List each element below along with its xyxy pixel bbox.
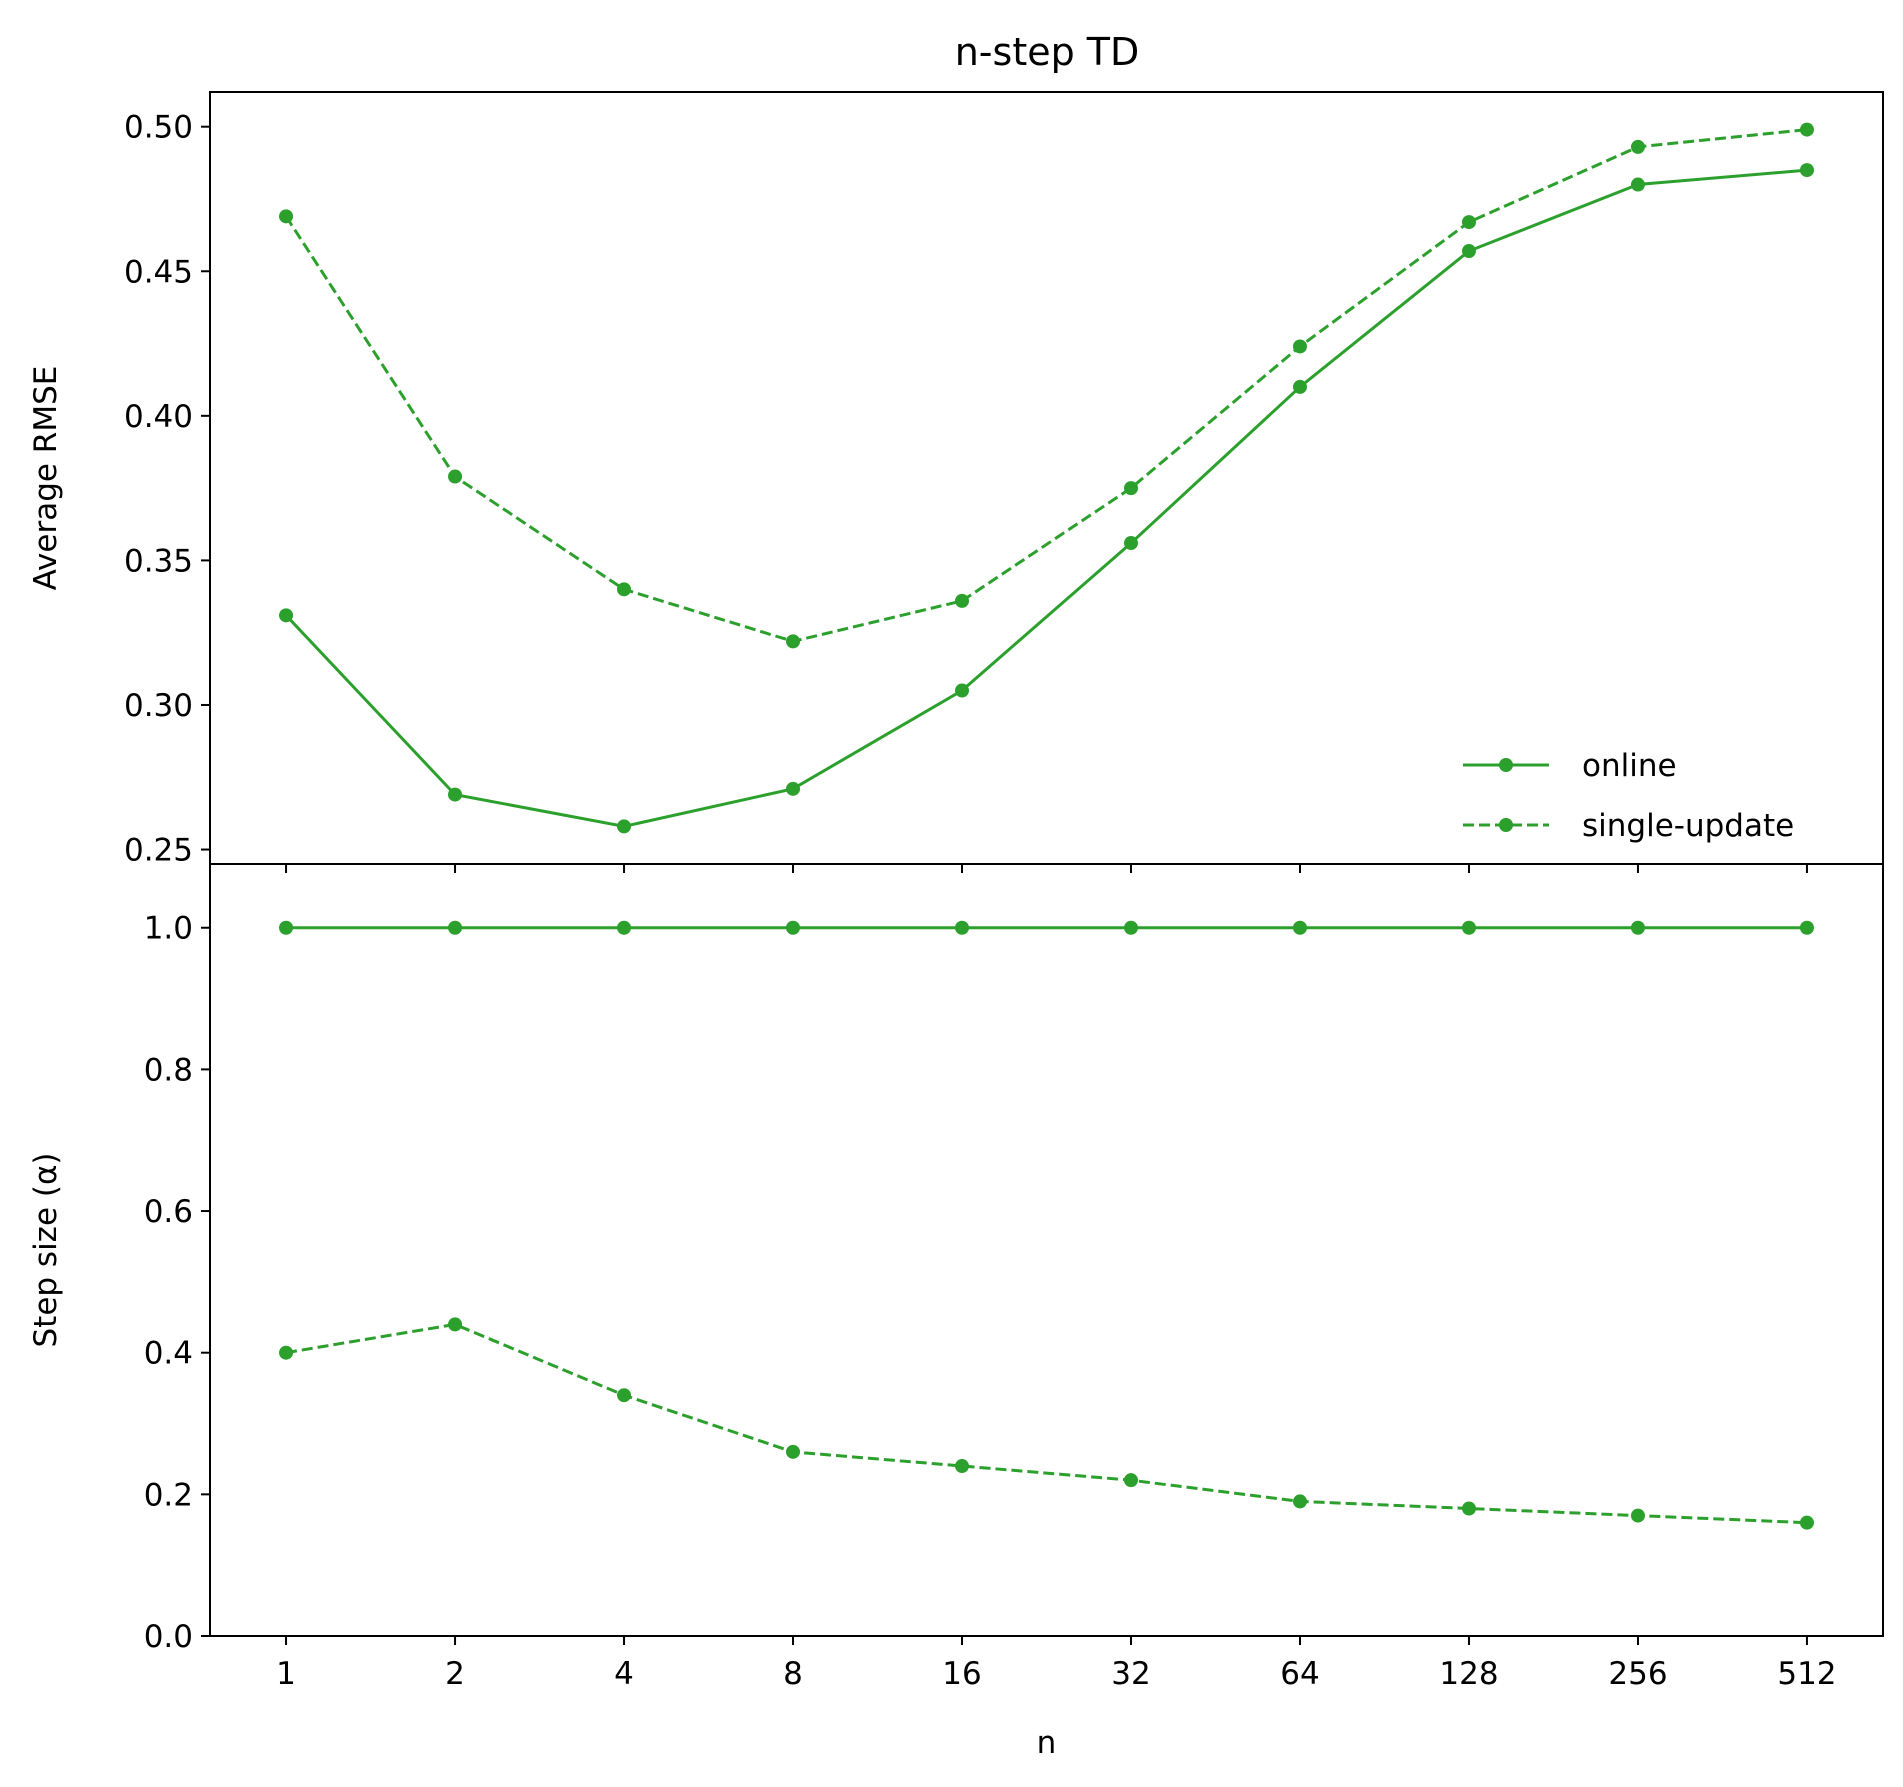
y-tick-label-bottom: 0.2	[144, 1477, 193, 1513]
data-point-online-bottom	[448, 920, 463, 935]
data-point-online-top	[955, 683, 970, 698]
data-point-online-top	[448, 787, 463, 802]
x-tick-label: 2	[445, 1656, 465, 1692]
data-point-online-bottom	[786, 920, 801, 935]
y-tick-label-top: 0.50	[124, 110, 193, 146]
y-tick-label-top: 0.30	[124, 688, 193, 724]
data-point-online-top	[1630, 177, 1645, 192]
data-point-single-update-bottom	[1461, 1501, 1476, 1516]
data-point-single-update-top	[1630, 139, 1645, 154]
x-axis-label: n	[1037, 1725, 1057, 1761]
data-point-online-bottom	[617, 920, 632, 935]
y-tick-label-top: 0.40	[124, 399, 193, 435]
data-point-online-top	[279, 608, 294, 623]
y-tick-label-top: 0.35	[124, 543, 193, 579]
legend-label-online: online	[1582, 748, 1677, 784]
series-line-single-update-top	[284, 128, 1808, 643]
data-point-online-top	[786, 781, 801, 796]
chart-title: n-step TD	[955, 30, 1140, 74]
data-point-online-top	[1292, 379, 1307, 394]
data-point-single-update-top	[279, 209, 294, 224]
x-tick-label: 512	[1777, 1656, 1836, 1692]
data-point-online-bottom	[279, 920, 294, 935]
y-tick-label-bottom: 0.6	[144, 1194, 193, 1230]
legend-label-single-update: single-update	[1582, 808, 1794, 844]
data-point-single-update-top	[448, 469, 463, 484]
y-tick-label-bottom: 0.8	[144, 1052, 193, 1088]
data-point-single-update-bottom	[1123, 1473, 1138, 1488]
data-point-single-update-bottom	[279, 1345, 294, 1360]
x-tick-label: 16	[942, 1656, 981, 1692]
y-axis-label-top: Average RMSE	[28, 366, 64, 591]
data-point-single-update-bottom	[955, 1459, 970, 1474]
data-point-single-update-top	[1292, 339, 1307, 354]
data-point-online-bottom	[1799, 920, 1814, 935]
data-point-single-update-bottom	[1799, 1515, 1814, 1530]
y-tick-label-top: 0.25	[124, 833, 193, 869]
x-tick-label: 8	[783, 1656, 803, 1692]
data-point-single-update-top	[1799, 122, 1814, 137]
data-point-single-update-bottom	[786, 1444, 801, 1459]
x-tick-label: 4	[614, 1656, 634, 1692]
y-tick-label-top: 0.45	[124, 254, 193, 290]
data-point-online-bottom	[1461, 920, 1476, 935]
x-tick-label: 32	[1111, 1656, 1150, 1692]
data-point-online-bottom	[1123, 920, 1138, 935]
legend-marker-online	[1499, 758, 1513, 772]
data-point-online-top	[1123, 536, 1138, 551]
data-point-online-bottom	[1630, 920, 1645, 935]
data-point-online-top	[1461, 244, 1476, 259]
data-point-single-update-bottom	[448, 1317, 463, 1332]
x-tick-label: 1	[276, 1656, 296, 1692]
data-point-single-update-top	[1461, 215, 1476, 230]
data-point-single-update-top	[786, 634, 801, 649]
data-point-single-update-top	[1123, 481, 1138, 496]
data-point-online-top	[617, 819, 632, 834]
x-tick-label: 64	[1280, 1656, 1319, 1692]
series-line-online-top	[284, 168, 1808, 828]
y-tick-label-bottom: 0.0	[144, 1619, 193, 1655]
legend: online single-update	[1463, 748, 1794, 844]
data-point-single-update-top	[617, 582, 632, 597]
data-point-single-update-top	[955, 593, 970, 608]
x-tick-label: 256	[1608, 1656, 1667, 1692]
series-line-single-update-bottom	[285, 1322, 1808, 1525]
data-point-single-update-bottom	[1630, 1508, 1645, 1523]
x-tick-label: 128	[1439, 1656, 1498, 1692]
plot-area-bottom	[209, 863, 1884, 1637]
y-tick-label-bottom: 1.0	[144, 911, 193, 947]
data-point-online-bottom	[1292, 920, 1307, 935]
data-point-single-update-bottom	[1292, 1494, 1307, 1509]
legend-marker-single-update	[1499, 818, 1513, 832]
data-point-online-bottom	[955, 920, 970, 935]
y-axis-label-bottom: Step size (α)	[28, 1152, 64, 1347]
y-tick-label-bottom: 0.4	[144, 1336, 193, 1372]
data-point-online-top	[1799, 163, 1814, 178]
data-point-single-update-bottom	[617, 1388, 632, 1403]
